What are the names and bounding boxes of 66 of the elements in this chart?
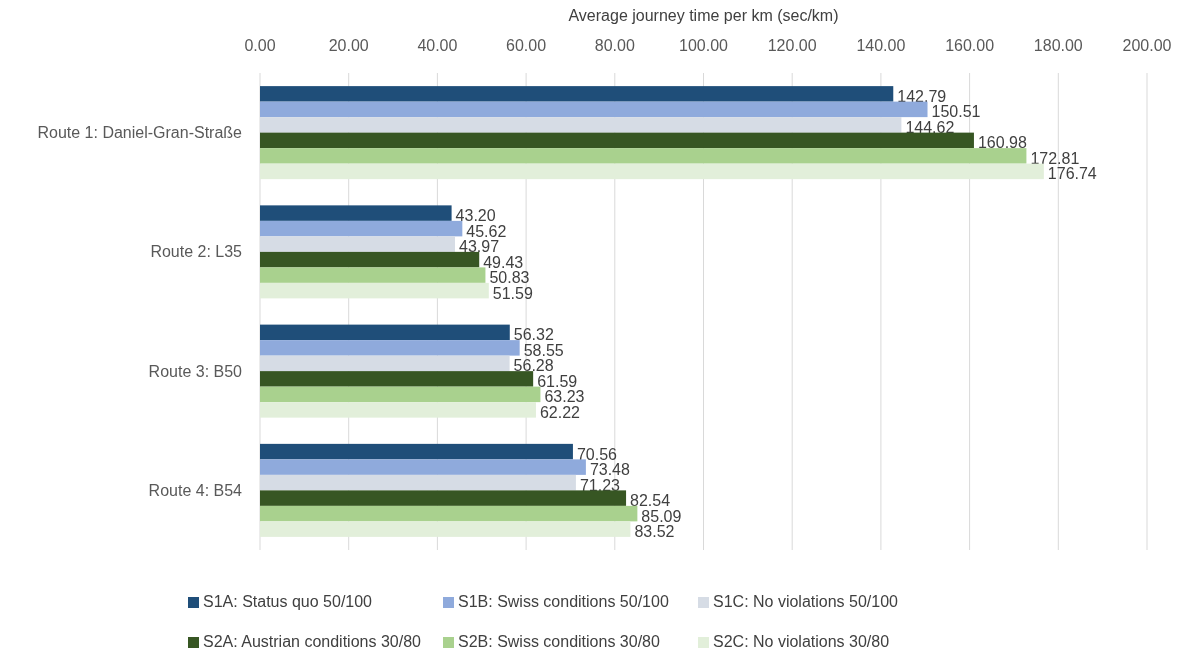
data-label: 172.81 [1030,149,1080,167]
y-tick-label: Route 3: B50 [148,362,243,380]
data-label: 85.09 [641,507,682,525]
data-label: 176.74 [1047,165,1097,183]
data-label: 50.83 [489,269,530,287]
y-tick-label: Route 1: Daniel-Gran-Straße [37,124,243,142]
data-label: 144.62 [905,118,955,136]
bar [260,267,486,283]
data-label: 142.79 [897,87,947,105]
bar [260,86,894,102]
legend-label: S1A: Status quo 50/100 [203,593,373,610]
legend-label: S2B: Swiss conditions 30/80 [458,633,660,650]
x-tick-label: 80.00 [594,37,635,54]
bar [260,132,974,149]
bar [260,324,510,341]
bar [260,490,627,506]
data-label: 73.48 [589,461,631,479]
data-label: 63.23 [544,388,585,406]
bar [260,505,638,522]
data-label: 43.20 [455,207,496,225]
x-tick-label: 20.00 [328,37,369,54]
legend-label: S2C: No violations 30/80 [713,633,890,650]
data-label: 160.98 [977,134,1027,152]
legend-label: S1B: Swiss conditions 50/100 [458,593,669,610]
bar [260,220,463,237]
data-label: 45.62 [466,222,507,240]
data-label: 56.32 [513,326,554,344]
bar [260,386,541,403]
y-tick-label: Route 4: B54 [148,481,243,499]
data-label: 62.22 [539,403,581,421]
data-label: 51.59 [492,284,533,302]
bar [260,443,573,460]
bar [260,402,536,418]
y-tick-label: Route 2: L35 [150,243,243,261]
data-label: 49.43 [483,253,524,271]
data-label: 61.59 [537,372,578,390]
data-label: 150.51 [931,103,981,121]
x-tick-label: 40.00 [417,37,458,54]
data-label: 58.55 [523,341,564,359]
x-tick-label: 140.00 [856,37,906,54]
bar [260,101,928,118]
bar [260,459,586,475]
data-label: 71.23 [579,476,621,494]
x-tick-label: 60.00 [506,37,547,54]
bar [260,340,520,356]
x-tick-label: 180.00 [1033,37,1083,54]
x-axis-title: Average journey time per km (sec/km) [568,7,839,24]
x-tick-label: 0.00 [244,37,276,54]
bar [260,521,631,537]
x-tick-label: 100.00 [679,37,729,54]
x-tick-label: 120.00 [767,37,817,54]
legend-label: S1C: No violations 50/100 [713,593,899,610]
legend-label: S2A: Austrian conditions 30/80 [203,633,422,650]
bar [260,163,1044,180]
bar [260,205,452,221]
bar [260,251,480,268]
data-label: 43.97 [459,238,500,256]
data-label: 70.56 [576,445,618,463]
x-tick-label: 200.00 [1122,37,1172,54]
data-label: 82.54 [630,492,671,510]
bar [260,148,1027,164]
data-label: 83.52 [634,523,675,541]
data-label: 56.28 [513,357,554,375]
bar [260,371,534,387]
bar [260,282,489,299]
x-tick-label: 160.00 [945,37,995,54]
